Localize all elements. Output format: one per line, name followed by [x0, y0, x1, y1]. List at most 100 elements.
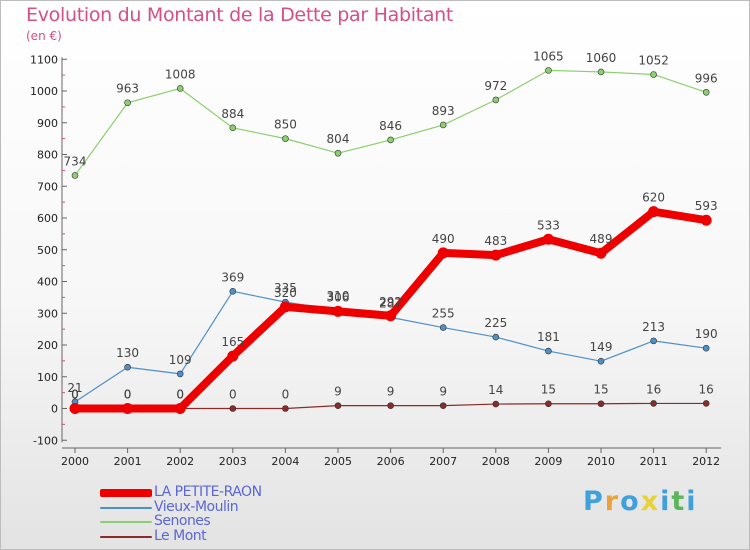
legend-label: Senones [154, 513, 211, 529]
data-label: 593 [695, 199, 718, 213]
data-label: 149 [590, 340, 613, 354]
data-label: 483 [484, 234, 507, 248]
data-label: 369 [221, 270, 244, 284]
data-label: 846 [379, 119, 402, 133]
data-point [69, 403, 81, 414]
x-tick-label: 2008 [482, 455, 510, 468]
data-point [492, 96, 500, 104]
proxiti-logo: Proxiti [583, 486, 698, 517]
data-label: 306 [327, 290, 350, 304]
y-tick-label: -100 [33, 434, 58, 447]
x-tick-label: 2004 [271, 455, 299, 468]
y-tick-label: 400 [37, 276, 58, 289]
data-label: 1060 [586, 51, 617, 65]
y-tick-label: 0 [51, 403, 58, 416]
data-label: 0 [71, 388, 79, 402]
data-label: 213 [642, 320, 665, 334]
data-point [282, 405, 289, 412]
data-point [229, 405, 237, 412]
logo-letter: i [660, 486, 672, 517]
data-point [334, 402, 342, 409]
data-label: 850 [274, 118, 297, 132]
data-label: 16 [699, 382, 714, 396]
data-point [439, 121, 447, 129]
data-point [650, 337, 657, 345]
data-point [124, 99, 131, 107]
data-label: 620 [642, 191, 665, 205]
data-point [282, 135, 289, 142]
data-label: 181 [537, 330, 560, 344]
y-tick-label: 300 [37, 307, 58, 320]
data-point [492, 333, 500, 341]
chart-title: Evolution du Montant de la Dette par Hab… [26, 4, 454, 26]
data-label: 335 [274, 281, 297, 295]
data-label: 490 [432, 232, 455, 246]
data-point [545, 400, 552, 408]
y-tick-label: 1000 [30, 85, 58, 98]
data-point [702, 88, 710, 96]
data-label: 1065 [533, 49, 564, 63]
data-point [700, 214, 712, 226]
data-point [229, 124, 237, 132]
data-point [122, 403, 134, 414]
data-point [334, 149, 342, 157]
data-point [279, 301, 291, 313]
data-point [490, 249, 502, 261]
data-label: 292 [379, 295, 402, 309]
x-tick-label: 2012 [692, 455, 720, 468]
data-point [227, 350, 239, 362]
data-label: 533 [537, 218, 560, 232]
y-tick-label: 700 [37, 180, 58, 193]
data-label: 893 [432, 104, 455, 118]
data-point [174, 403, 186, 414]
data-point [332, 305, 344, 317]
chart-axes: -100010020030040050060070080090010001100… [30, 53, 722, 468]
legend-swatch [100, 521, 152, 523]
x-tick-label: 2000 [61, 455, 89, 468]
y-tick-label: 200 [37, 339, 58, 352]
data-point [702, 344, 710, 352]
data-label: 310 [327, 289, 350, 303]
data-label: 9 [334, 385, 342, 399]
data-label: 225 [484, 316, 507, 330]
logo-letter: x [640, 486, 661, 517]
data-point [71, 172, 79, 179]
data-label: 884 [221, 107, 244, 121]
data-label: 15 [541, 383, 556, 397]
x-tick-label: 2010 [587, 455, 615, 468]
x-tick-label: 2009 [534, 455, 562, 468]
data-label: 996 [695, 71, 718, 85]
data-point [702, 400, 710, 407]
x-tick-label: 2011 [640, 455, 668, 468]
y-tick-label: 1100 [30, 53, 58, 66]
data-point [176, 85, 184, 92]
x-tick-label: 2002 [166, 455, 194, 468]
chart-data-labels: 0 0 0 165 320 306 292 490 483 533 489 620 593 21 130 10… [64, 49, 718, 401]
x-tick-label: 2007 [429, 455, 457, 468]
data-label: 972 [484, 79, 507, 93]
data-label: 0 [124, 388, 132, 402]
data-label: 16 [646, 382, 661, 396]
data-label: 9 [387, 385, 395, 399]
data-label: 109 [169, 353, 192, 367]
data-point [439, 324, 447, 331]
chart-series [69, 67, 712, 414]
logo-letter: r [604, 486, 621, 517]
data-label: 489 [590, 232, 613, 246]
legend-label: LA PETITE-RAON [154, 484, 262, 500]
data-point [492, 400, 500, 408]
data-label: 0 [124, 388, 132, 402]
data-label: 165 [221, 335, 244, 349]
data-point [545, 347, 552, 355]
data-label: 0 [71, 388, 79, 402]
data-point [385, 310, 397, 322]
data-label: 0 [176, 388, 184, 402]
data-label: 287 [379, 296, 402, 310]
data-label: 9 [439, 385, 447, 399]
data-point [387, 402, 394, 409]
data-label: 190 [695, 327, 718, 341]
chart-subtitle: (en €) [26, 29, 62, 43]
data-point [597, 400, 605, 408]
